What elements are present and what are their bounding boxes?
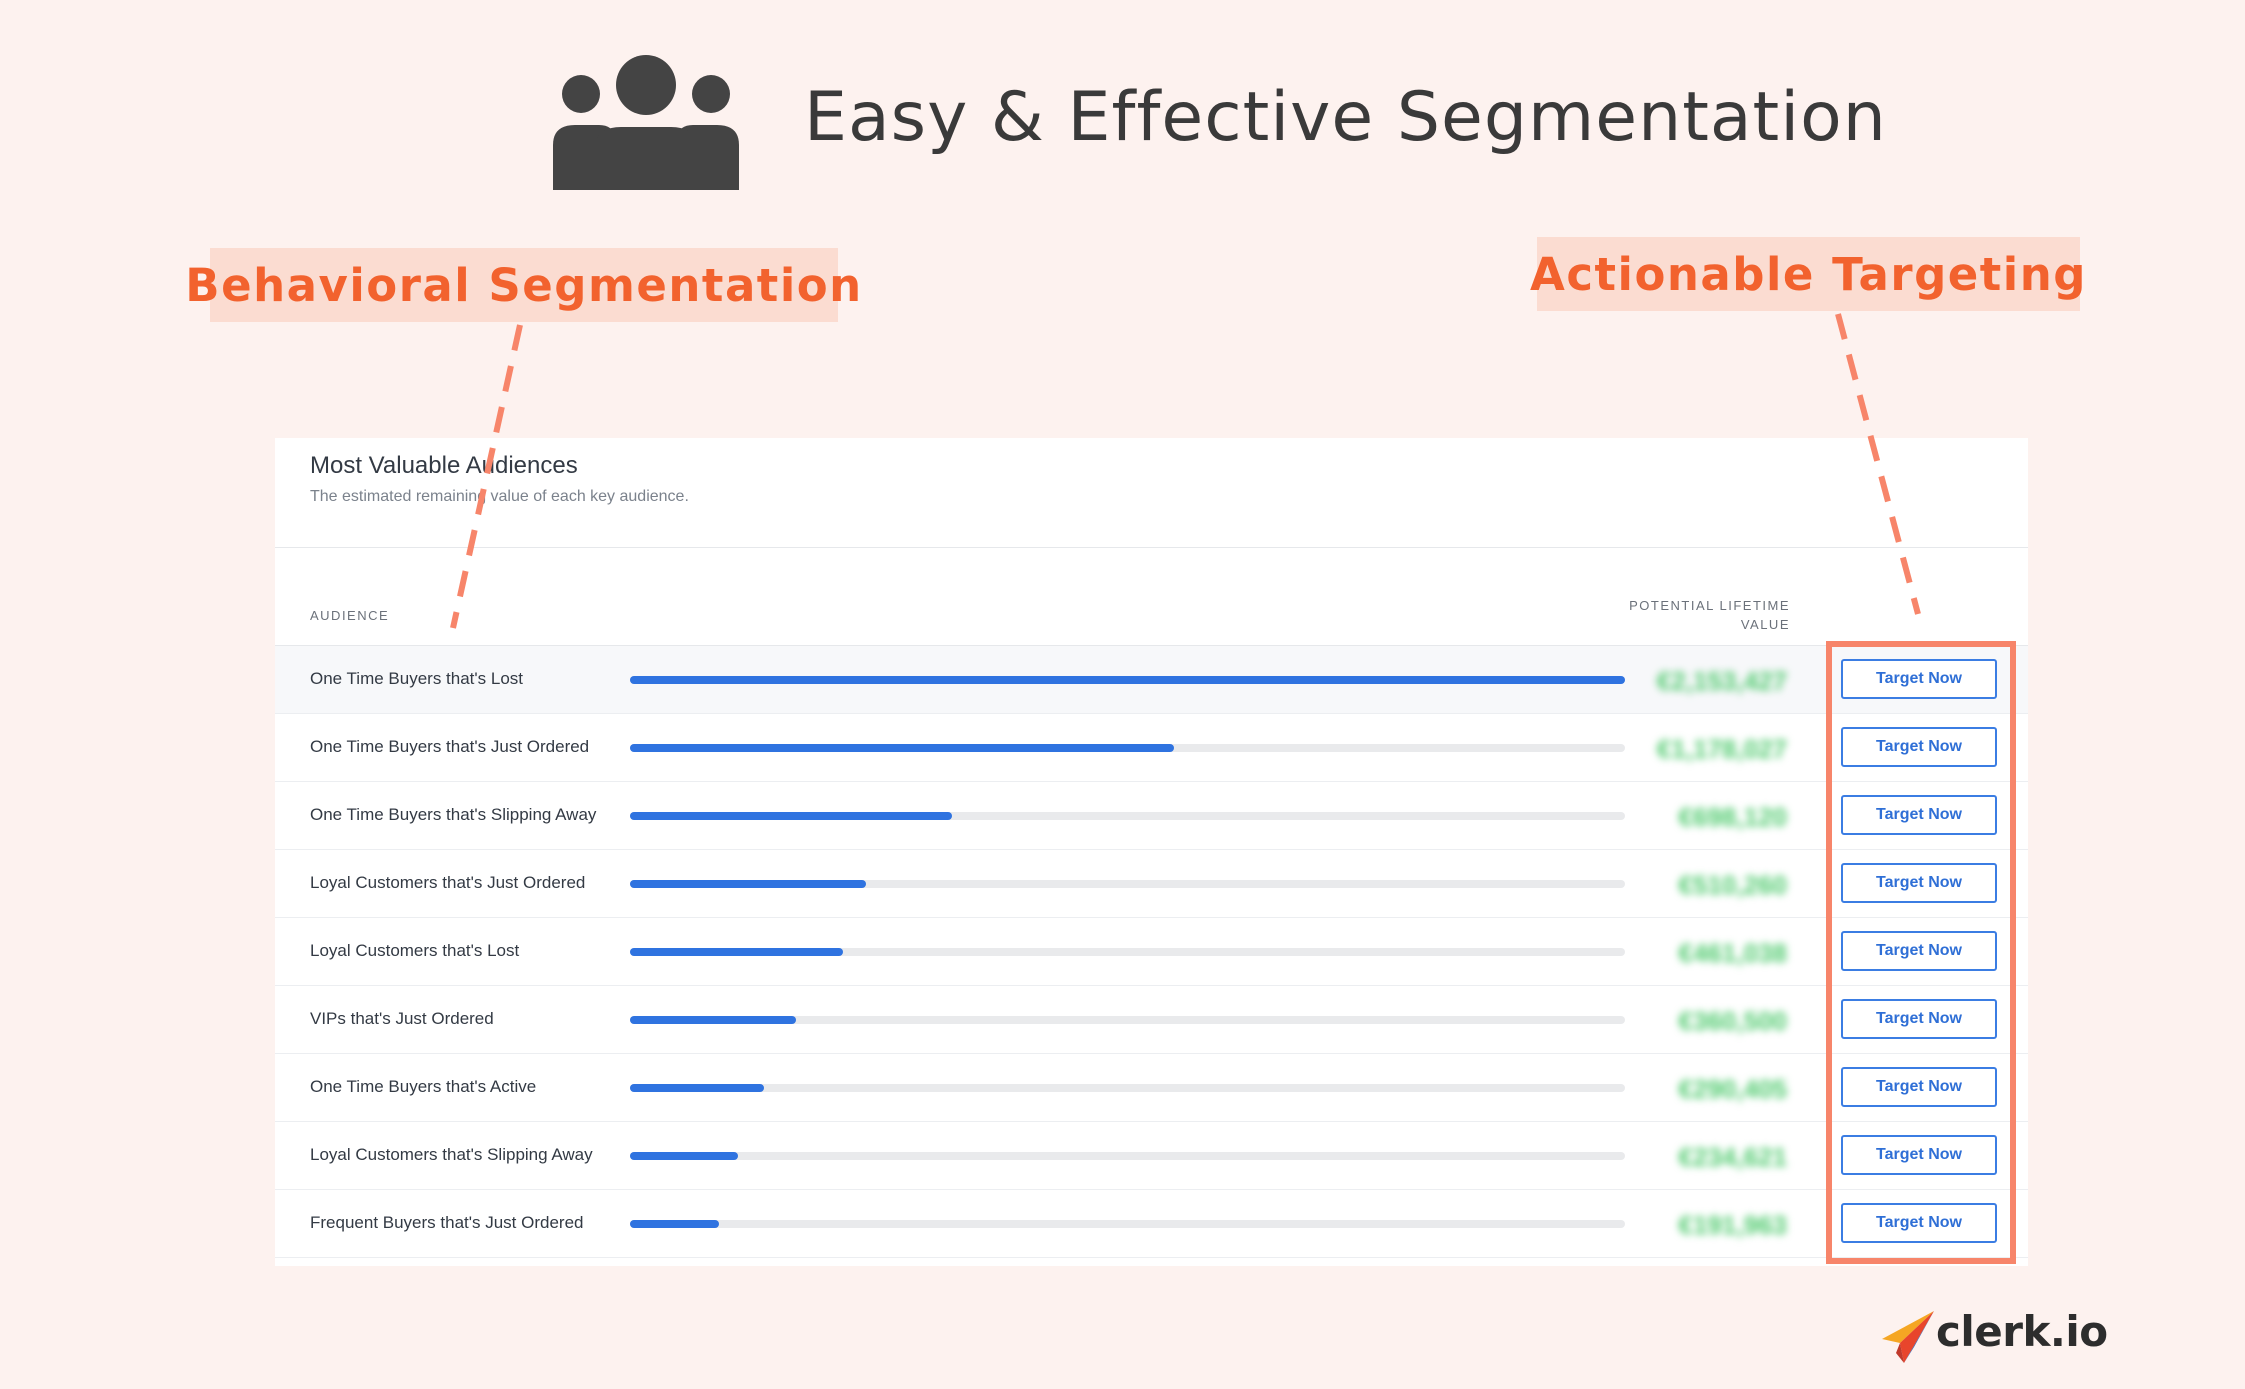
lifetime-value: €698,120 — [1678, 802, 1787, 832]
value-bar — [630, 812, 1625, 820]
audience-row: One Time Buyers that's Slipping Away €69… — [275, 782, 2028, 850]
brand-logo: clerk.io — [1878, 1305, 2108, 1365]
lifetime-value: €360,500 — [1678, 1006, 1787, 1036]
lifetime-value: €290,405 — [1678, 1074, 1787, 1104]
value-bar-fill — [630, 1152, 739, 1160]
value-bar-fill — [630, 1016, 797, 1024]
audience-label: Loyal Customers that's Slipping Away — [310, 1145, 593, 1164]
lifetime-value-column-header: POTENTIAL LIFETIME VALUE — [1595, 596, 1790, 634]
audience-label: Frequent Buyers that's Just Ordered — [310, 1213, 584, 1232]
audience-label: One Time Buyers that's Slipping Away — [310, 805, 597, 824]
value-bar-fill — [630, 948, 843, 956]
target-now-button[interactable]: Target Now — [1841, 1067, 1997, 1107]
value-bar-fill — [630, 1084, 765, 1092]
card-subtitle: The estimated remaining value of each ke… — [310, 488, 689, 505]
page-title: Easy & Effective Segmentation — [804, 78, 1887, 157]
value-bar-fill — [630, 744, 1175, 752]
audience-row: Loyal Customers that's Slipping Away €23… — [275, 1122, 2028, 1190]
brand-name: clerk.io — [1936, 1307, 2108, 1356]
audience-row: Loyal Customers that's Lost €461,038 Tar… — [275, 918, 2028, 986]
lifetime-value-header-line2: VALUE — [1740, 617, 1790, 632]
audience-row: One Time Buyers that's Just Ordered €1,1… — [275, 714, 2028, 782]
paper-plane-logo-icon — [1882, 1311, 1934, 1363]
audience-column-header: AUDIENCE — [310, 608, 390, 623]
audience-row: One Time Buyers that's Active €290,405 T… — [275, 1054, 2028, 1122]
target-now-button[interactable]: Target Now — [1841, 1135, 1997, 1175]
audience-label: One Time Buyers that's Just Ordered — [310, 737, 590, 756]
target-now-button[interactable]: Target Now — [1841, 999, 1997, 1039]
value-bar — [630, 744, 1625, 752]
lifetime-value: €461,038 — [1678, 938, 1787, 968]
value-bar — [630, 1084, 1625, 1092]
target-now-button[interactable]: Target Now — [1841, 795, 1997, 835]
target-now-button[interactable]: Target Now — [1841, 727, 1997, 767]
users-group-icon — [553, 55, 739, 190]
audience-label: One Time Buyers that's Lost — [310, 669, 524, 688]
value-bar-fill — [630, 1220, 719, 1228]
target-now-button[interactable]: Target Now — [1841, 931, 1997, 971]
lifetime-value: €2,153,427 — [1656, 666, 1787, 696]
audience-row: Loyal Customers that's Just Ordered €510… — [275, 850, 2028, 918]
value-bar-fill — [630, 676, 1625, 684]
audience-label: Loyal Customers that's Lost — [310, 941, 520, 960]
audience-rows: One Time Buyers that's Lost €2,153,427 T… — [275, 646, 2028, 1258]
value-bar — [630, 676, 1625, 684]
lifetime-value-header-line1: POTENTIAL LIFETIME — [1629, 598, 1790, 613]
audience-label: Loyal Customers that's Just Ordered — [310, 873, 586, 892]
lifetime-value: €234,621 — [1678, 1142, 1787, 1172]
page-header: Easy & Effective Segmentation — [0, 0, 2245, 230]
target-now-button[interactable]: Target Now — [1841, 863, 1997, 903]
table-header-divider — [275, 645, 2028, 646]
value-bar — [630, 948, 1625, 956]
audience-row: Frequent Buyers that's Just Ordered €191… — [275, 1190, 2028, 1258]
value-bar — [630, 880, 1625, 888]
value-bar — [630, 1016, 1625, 1024]
audience-row: One Time Buyers that's Lost €2,153,427 T… — [275, 646, 2028, 714]
value-bar — [630, 1220, 1625, 1228]
value-bar-fill — [630, 880, 866, 888]
behavioral-segmentation-callout: Behavioral Segmentation — [185, 248, 861, 322]
audience-label: VIPs that's Just Ordered — [310, 1009, 494, 1028]
audience-row: VIPs that's Just Ordered €360,500 Target… — [275, 986, 2028, 1054]
lifetime-value: €191,963 — [1678, 1210, 1787, 1240]
lifetime-value: €510,260 — [1678, 870, 1787, 900]
audience-label: One Time Buyers that's Active — [310, 1077, 537, 1096]
value-bar-fill — [630, 812, 953, 820]
lifetime-value: €1,178,027 — [1656, 734, 1787, 764]
audiences-card: Most Valuable Audiences The estimated re… — [275, 438, 2028, 1266]
target-now-button[interactable]: Target Now — [1841, 659, 1997, 699]
actionable-targeting-callout: Actionable Targeting — [1530, 237, 2085, 311]
card-divider — [275, 547, 2028, 548]
value-bar — [630, 1152, 1625, 1160]
target-now-button[interactable]: Target Now — [1841, 1203, 1997, 1243]
card-title: Most Valuable Audiences — [310, 452, 578, 479]
